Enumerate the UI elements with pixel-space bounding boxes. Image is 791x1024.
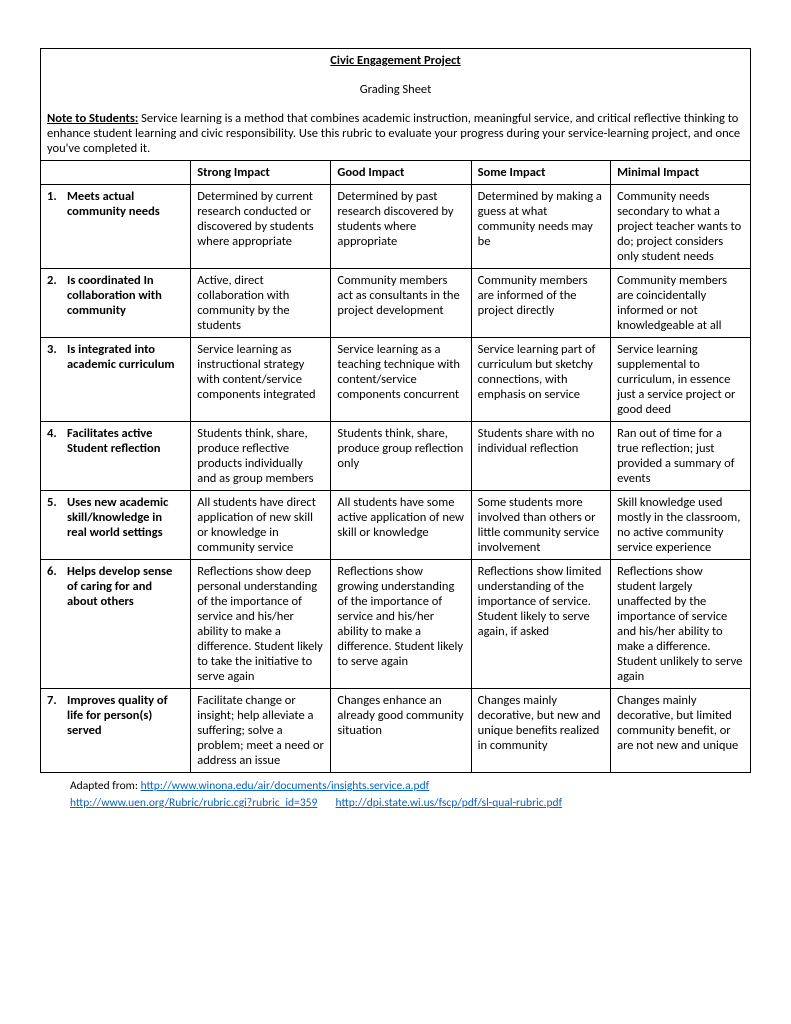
cell-minimal: Reflections show student largely unaffec… <box>611 560 751 689</box>
cell-strong: Students think, share, produce reflectiv… <box>191 422 331 491</box>
cell-minimal: Community members are coincidentally inf… <box>611 269 751 338</box>
cell-strong: Service learning as instructional strate… <box>191 338 331 422</box>
cell-minimal: Ran out of time for a true reflection; j… <box>611 422 751 491</box>
col-blank <box>41 161 191 185</box>
cell-strong: Determined by current research conducted… <box>191 185 331 269</box>
header-row: Strong Impact Good Impact Some Impact Mi… <box>41 161 751 185</box>
cell-minimal: Skill knowledge used mostly in the class… <box>611 491 751 560</box>
col-some: Some Impact <box>471 161 610 185</box>
document-subtitle: Grading Sheet <box>47 82 744 97</box>
criterion-cell: 5.Uses new academic skill/knowledge in r… <box>41 491 191 560</box>
document-title: Civic Engagement Project <box>47 53 744 68</box>
cell-minimal: Service learning supplemental to curricu… <box>611 338 751 422</box>
note-to-students: Note to Students: Service learning is a … <box>47 111 744 156</box>
cell-good: Community members act as consultants in … <box>331 269 471 338</box>
criterion-cell: 2.Is coordinated In collaboration with c… <box>41 269 191 338</box>
adapted-label: Adapted from: <box>70 779 141 793</box>
criterion-cell: 3.Is integrated into academic curriculum <box>41 338 191 422</box>
table-row: 1.Meets actual community needs Determine… <box>41 185 751 269</box>
col-minimal: Minimal Impact <box>611 161 751 185</box>
table-row: 4.Facilitates active Student reflection … <box>41 422 751 491</box>
cell-some: Service learning part of curriculum but … <box>471 338 610 422</box>
rubric-table: Civic Engagement Project Grading Sheet N… <box>40 48 751 773</box>
cell-some: Determined by making a guess at what com… <box>471 185 610 269</box>
header-block: Civic Engagement Project Grading Sheet N… <box>41 49 751 161</box>
footer: Adapted from: http://www.winona.edu/air/… <box>40 779 751 810</box>
footer-link-2[interactable]: http://www.uen.org/Rubric/rubric.cgi?rub… <box>70 796 317 810</box>
cell-some: Changes mainly decorative, but new and u… <box>471 689 610 773</box>
note-text: Service learning is a method that combin… <box>47 111 740 156</box>
footer-link-3[interactable]: http://dpi.state.wi.us/fscp/pdf/sl-qual-… <box>336 796 563 810</box>
footer-link-1[interactable]: http://www.winona.edu/air/documents/insi… <box>141 779 430 793</box>
footer-line-1: Adapted from: http://www.winona.edu/air/… <box>70 779 751 793</box>
cell-good: Students think, share, produce group ref… <box>331 422 471 491</box>
cell-minimal: Community needs secondary to what a proj… <box>611 185 751 269</box>
cell-some: Students share with no individual reflec… <box>471 422 610 491</box>
criterion-cell: 6.Helps develop sense of caring for and … <box>41 560 191 689</box>
criterion-cell: 4.Facilitates active Student reflection <box>41 422 191 491</box>
cell-some: Reflections show limited understanding o… <box>471 560 610 689</box>
cell-good: Service learning as a teaching technique… <box>331 338 471 422</box>
cell-good: All students have some active applicatio… <box>331 491 471 560</box>
cell-strong: Facilitate change or insight; help allev… <box>191 689 331 773</box>
table-row: 5.Uses new academic skill/knowledge in r… <box>41 491 751 560</box>
criterion-cell: 7.Improves quality of life for person(s)… <box>41 689 191 773</box>
cell-good: Changes enhance an already good communit… <box>331 689 471 773</box>
cell-strong: Reflections show deep personal understan… <box>191 560 331 689</box>
footer-line-2: http://www.uen.org/Rubric/rubric.cgi?rub… <box>70 796 751 810</box>
cell-minimal: Changes mainly decorative, but limited c… <box>611 689 751 773</box>
table-row: 7.Improves quality of life for person(s)… <box>41 689 751 773</box>
cell-good: Reflections show growing understanding o… <box>331 560 471 689</box>
col-strong: Strong Impact <box>191 161 331 185</box>
col-good: Good Impact <box>331 161 471 185</box>
cell-strong: All students have direct application of … <box>191 491 331 560</box>
cell-some: Some students more involved than others … <box>471 491 610 560</box>
criterion-cell: 1.Meets actual community needs <box>41 185 191 269</box>
table-row: 2.Is coordinated In collaboration with c… <box>41 269 751 338</box>
cell-good: Determined by past research discovered b… <box>331 185 471 269</box>
cell-some: Community members are informed of the pr… <box>471 269 610 338</box>
table-row: 3.Is integrated into academic curriculum… <box>41 338 751 422</box>
cell-strong: Active, direct collaboration with commun… <box>191 269 331 338</box>
table-row: 6.Helps develop sense of caring for and … <box>41 560 751 689</box>
note-label: Note to Students: <box>47 111 138 126</box>
